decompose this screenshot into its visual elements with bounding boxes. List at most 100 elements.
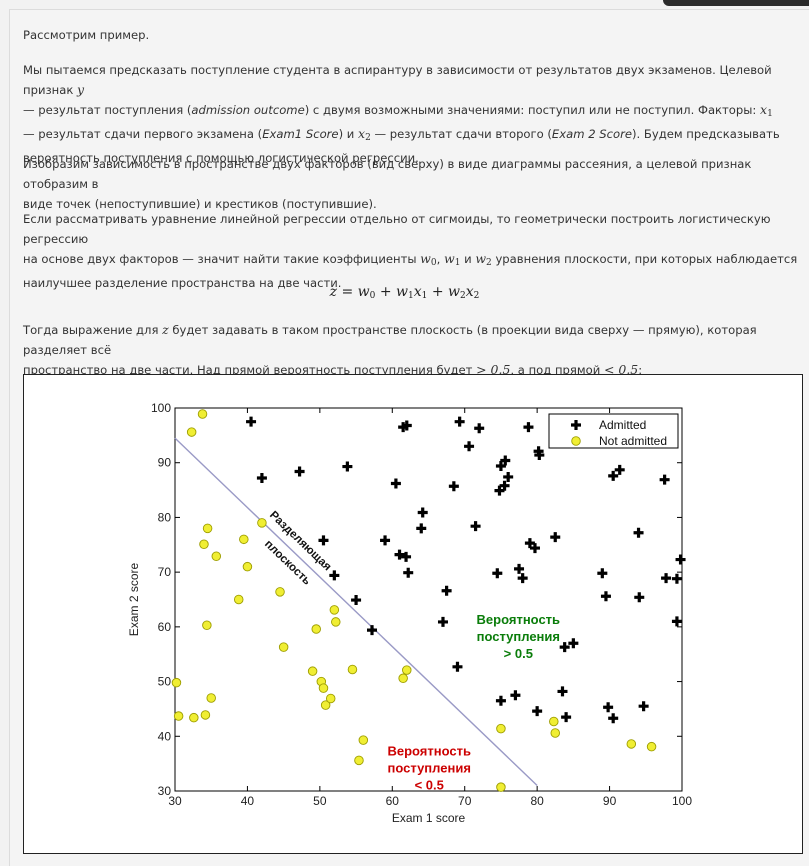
- admitted-point: [568, 638, 579, 649]
- admitted-point: [452, 661, 463, 672]
- y-tick-label: 70: [158, 565, 172, 579]
- y-tick-label: 90: [158, 456, 172, 470]
- admitted-point: [246, 416, 257, 427]
- admitted-point: [401, 551, 412, 562]
- admitted-point: [671, 616, 682, 627]
- not-admitted-point: [206, 693, 216, 703]
- admitted-point: [633, 527, 644, 538]
- not-admitted-point: [307, 666, 318, 676]
- not-admitted-point: [646, 741, 657, 752]
- admitted-point: [600, 591, 611, 602]
- not-admitted-point: [278, 642, 289, 652]
- paragraph-scatter: Изобразим зависимость в пространстве дву…: [23, 157, 752, 211]
- y-tick-label: 80: [158, 510, 172, 524]
- not-admitted-point: [242, 561, 253, 572]
- admitted-point: [474, 423, 485, 434]
- admitted-point: [523, 422, 534, 433]
- admitted-point: [608, 713, 619, 724]
- paragraph-intro: Рассмотрим пример.: [23, 28, 150, 42]
- not-admitted-point: [347, 664, 358, 675]
- admitted-point: [634, 592, 645, 603]
- not-admitted-point: [173, 711, 184, 721]
- admitted-point: [510, 690, 521, 701]
- paragraph-threshold: Тогда выражение для z будет задавать в т…: [23, 322, 757, 377]
- not-admitted-point: [197, 409, 208, 419]
- not-admitted-point: [325, 693, 336, 704]
- not-admitted-point: [200, 710, 211, 720]
- x-tick-label: 70: [458, 794, 472, 808]
- annotation-above: Вероятность: [477, 612, 561, 627]
- math-lt: < 0.5: [603, 362, 639, 377]
- not-admitted-point: [331, 617, 341, 627]
- admitted-point: [492, 568, 503, 579]
- x-axis-label: Exam 1 score: [392, 811, 466, 825]
- x-tick-label: 60: [386, 794, 400, 808]
- x-tick-label: 40: [241, 794, 255, 808]
- math-x1: x1: [760, 102, 773, 119]
- admitted-point: [417, 507, 428, 518]
- not-admitted-point: [239, 534, 249, 545]
- y-tick-label: 30: [158, 784, 172, 798]
- admitted-point: [441, 585, 452, 596]
- regression-equation: z = w0 + w1x1 + w2x2: [329, 284, 480, 301]
- admitted-point: [524, 538, 535, 549]
- admitted-point: [503, 471, 514, 482]
- admitted-point: [437, 616, 448, 627]
- not-admitted-point: [189, 712, 199, 723]
- not-admitted-point: [549, 716, 559, 727]
- not-admitted-point: [318, 683, 329, 693]
- admitted-point: [394, 549, 405, 560]
- admitted-point: [390, 478, 401, 489]
- scatter-figure: 30 40 50 60 70 80 90 100 30 40 50 60 70 80 90 100 Exam 1…: [23, 374, 803, 854]
- not-admitted-point: [626, 739, 637, 749]
- y-tick-label: 100: [151, 401, 171, 415]
- math-x2: x2: [358, 126, 371, 143]
- top-bar: [663, 0, 809, 6]
- admitted-point: [416, 523, 427, 534]
- admitted-point: [367, 625, 378, 636]
- admitted-point: [614, 464, 625, 475]
- y-tick-label: 60: [158, 620, 172, 634]
- annotation-below: поступления: [388, 760, 471, 775]
- admitted-point: [559, 642, 570, 653]
- legend-not-admitted-marker: [571, 436, 581, 446]
- math-w2: w2: [475, 251, 492, 268]
- admitted-point: [495, 460, 506, 471]
- admitted-point: [603, 702, 614, 713]
- annotation-below: < 0.5: [415, 777, 444, 792]
- paragraph-problem: Мы пытаемся предсказать поступление студ…: [23, 63, 780, 165]
- admitted-point: [675, 554, 686, 565]
- admitted-point: [470, 521, 481, 532]
- not-admitted-point: [496, 782, 506, 792]
- admitted-point: [256, 473, 267, 484]
- admitted-point: [638, 701, 649, 712]
- admitted-point: [448, 481, 459, 492]
- math-w0: w0: [420, 251, 437, 268]
- admitted-point: [514, 563, 525, 574]
- not-admitted-point: [186, 427, 197, 437]
- math-y: y: [77, 82, 85, 97]
- not-admitted-point: [202, 620, 212, 630]
- y-axis-label: Exam 2 score: [127, 562, 141, 636]
- admitted-point: [550, 532, 561, 543]
- not-admitted-point: [275, 587, 285, 597]
- y-tick-label: 40: [158, 729, 172, 743]
- admitted-point: [294, 466, 305, 477]
- admitted-point: [329, 570, 340, 581]
- not-admitted-point: [550, 728, 561, 738]
- admitted-point: [659, 474, 670, 485]
- not-admitted-point: [311, 624, 321, 634]
- y-tick-label: 50: [158, 675, 172, 689]
- paragraph-regression: Если рассматривать уравнение линейной ре…: [23, 212, 798, 290]
- admitted-point: [608, 470, 619, 481]
- admitted-point: [499, 480, 510, 491]
- admitted-point: [318, 535, 329, 546]
- x-tick-label: 30: [168, 794, 182, 808]
- not-admitted-point: [320, 700, 331, 710]
- admitted-point: [403, 567, 414, 578]
- not-admitted-point: [233, 594, 244, 605]
- admitted-point: [342, 461, 353, 472]
- admitted-point: [561, 712, 572, 723]
- admitted-point: [454, 416, 465, 427]
- x-tick-label: 50: [313, 794, 327, 808]
